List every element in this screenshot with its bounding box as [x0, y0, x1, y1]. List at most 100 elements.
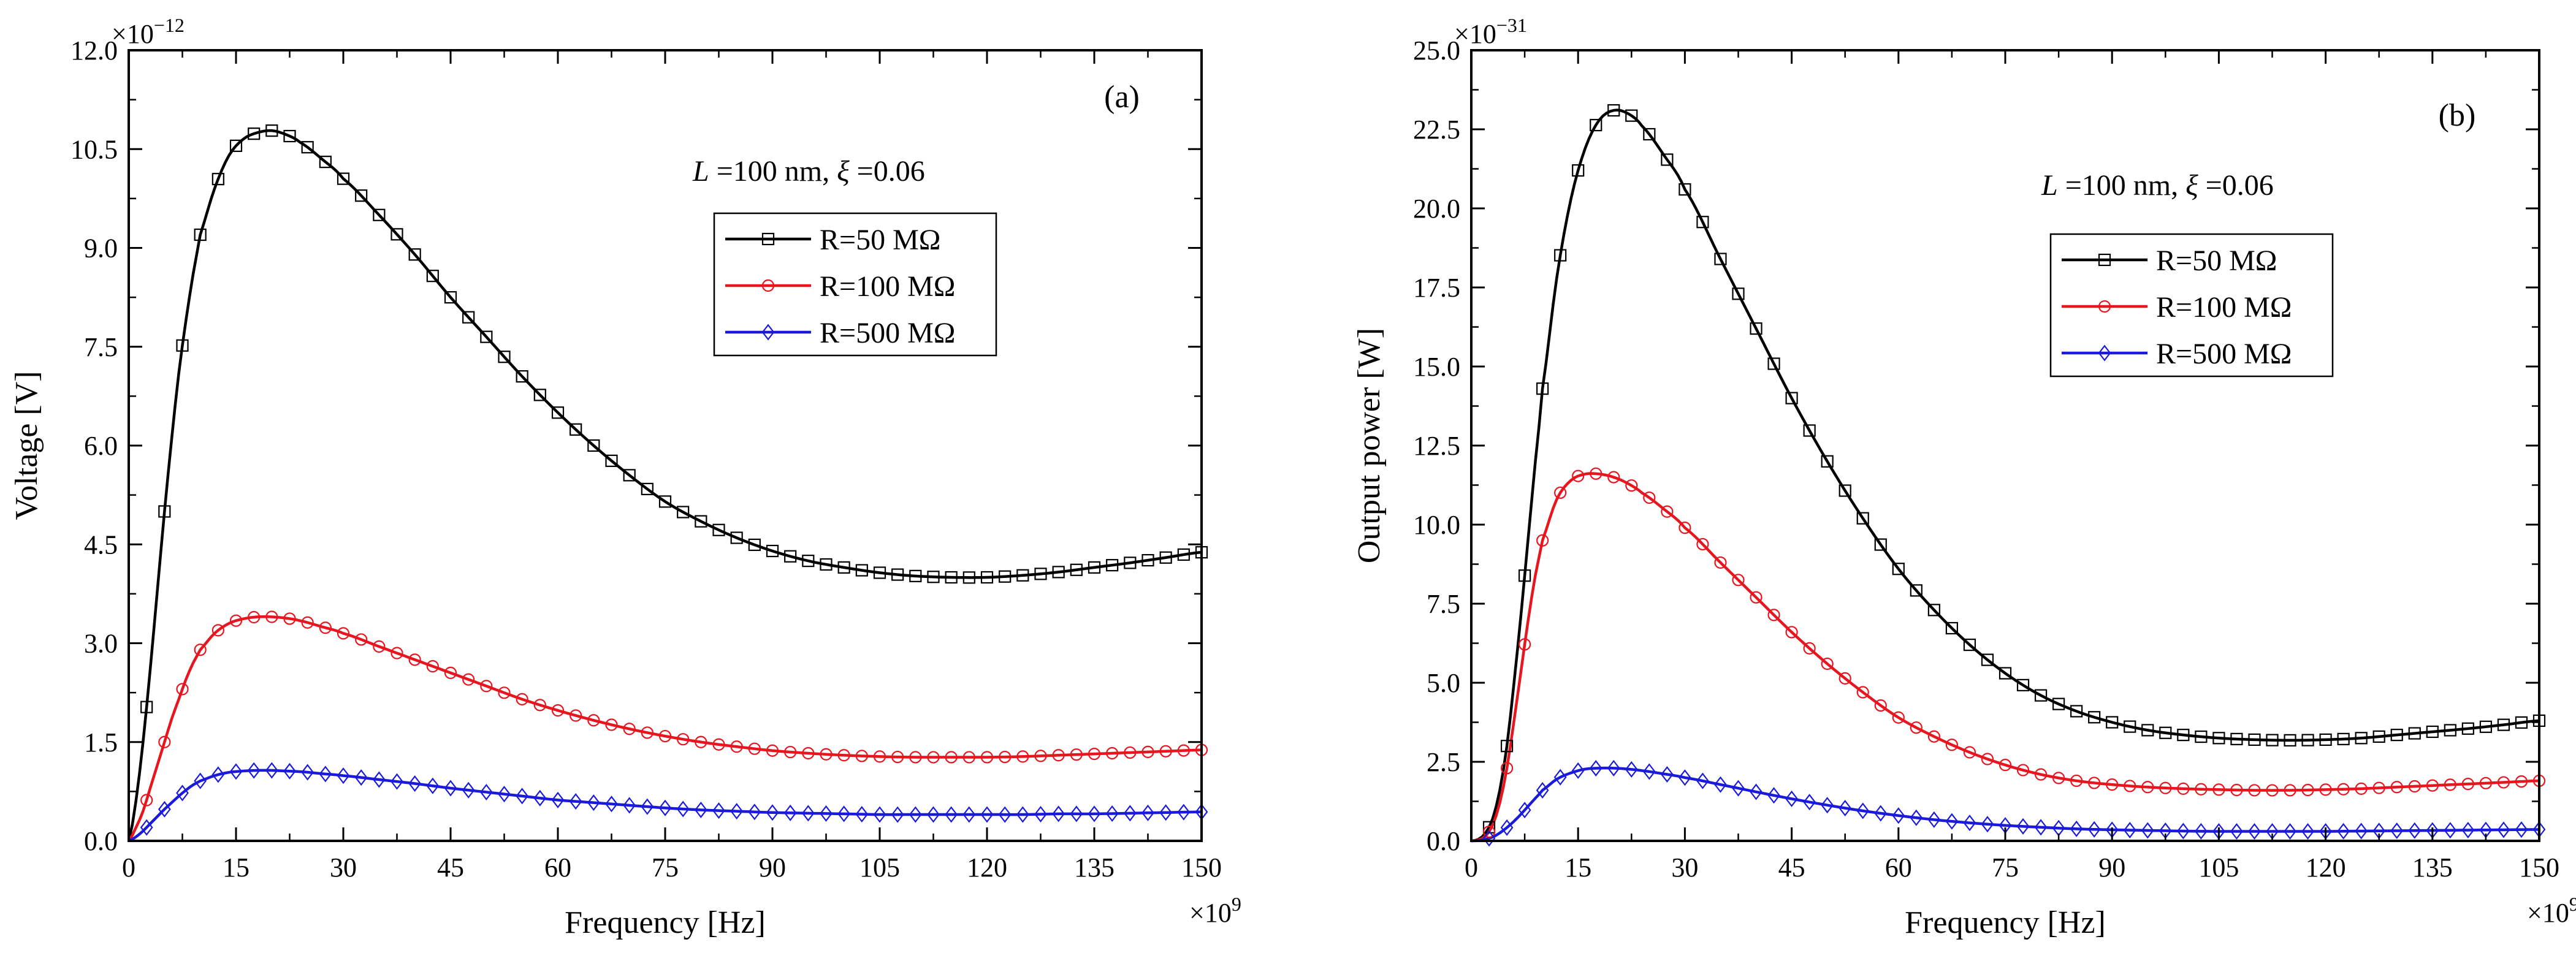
- data-point: [1482, 826, 1496, 838]
- data-point: [712, 523, 725, 536]
- data-point: [2052, 772, 2065, 784]
- data-point: [712, 738, 725, 751]
- data-point: [1016, 569, 1029, 582]
- data-point: [1927, 604, 1940, 617]
- data-point: [1661, 505, 1674, 518]
- data-point: [1141, 804, 1154, 821]
- legend-entry: R=50 MΩ: [725, 224, 940, 256]
- data-point: [2159, 726, 2172, 739]
- data-point: [373, 640, 386, 653]
- data-point: [2479, 777, 2492, 789]
- data-point: [391, 773, 403, 790]
- data-point: [248, 610, 261, 624]
- data-point: [2266, 734, 2279, 746]
- data-point: [2070, 705, 2083, 718]
- data-point: [1750, 783, 1762, 800]
- x-tick-label: 135: [1074, 853, 1115, 883]
- data-point: [498, 686, 511, 699]
- legend-marker: [2098, 300, 2111, 313]
- data-point: [1839, 484, 1851, 497]
- data-point: [229, 763, 243, 780]
- data-point: [462, 311, 475, 324]
- data-point: [1536, 534, 1549, 547]
- data-point: [2301, 734, 2314, 746]
- data-point: [1839, 672, 1851, 685]
- data-point: [355, 633, 368, 646]
- data-point: [2444, 822, 2457, 839]
- data-point: [158, 735, 171, 748]
- data-point: [2248, 733, 2261, 746]
- data-point: [891, 750, 904, 764]
- x-tick-label: 120: [967, 853, 1007, 883]
- plot-frame: [1470, 49, 2540, 842]
- data-point: [605, 454, 618, 467]
- data-point: [1500, 740, 1514, 753]
- data-point: [158, 505, 171, 518]
- data-point: [2372, 781, 2385, 794]
- data-point: [2461, 778, 2474, 791]
- x-tick-label: 30: [1671, 853, 1698, 883]
- data-point: [570, 709, 582, 722]
- data-point: [1679, 522, 1691, 534]
- data-point: [2284, 784, 2296, 797]
- data-point: [1625, 761, 1638, 778]
- data-point: [1572, 469, 1585, 482]
- data-point: [873, 806, 886, 823]
- data-point: [873, 566, 886, 579]
- data-point: [855, 806, 869, 823]
- data-point: [623, 723, 636, 735]
- data-point: [2052, 697, 2065, 710]
- data-point: [2319, 783, 2332, 796]
- data-point: [211, 624, 224, 637]
- data-point: [2177, 782, 2190, 795]
- legend-entry: R=100 MΩ: [725, 270, 955, 303]
- data-point: [2408, 727, 2421, 740]
- data-point: [1696, 772, 1709, 789]
- data-point: [2497, 821, 2510, 838]
- y-tick-label: 25.0: [1413, 36, 1460, 66]
- data-point: [1661, 153, 1674, 166]
- series-lines: [1471, 108, 2540, 843]
- data-point: [355, 189, 368, 202]
- data-point: [1679, 183, 1691, 196]
- data-point: [1088, 805, 1101, 822]
- legend-marker: [761, 279, 775, 292]
- data-point: [2266, 784, 2279, 797]
- data-point: [1607, 759, 1620, 777]
- data-point: [1981, 753, 1994, 765]
- data-point: [677, 733, 690, 746]
- x-tick-label: 90: [759, 853, 786, 883]
- data-point: [980, 751, 994, 764]
- data-point: [444, 291, 457, 304]
- data-point: [694, 801, 707, 818]
- axis-tick-labels: 0 15 30 45 60 75 90 105 120 135 150 0.0 1.5 3.0 4.5 6.0…: [70, 36, 1222, 883]
- data-point: [2408, 780, 2421, 793]
- data-point: [2195, 783, 2208, 796]
- data-point: [229, 139, 243, 152]
- data-point: [658, 729, 672, 743]
- data-point: [695, 515, 707, 528]
- data-point: [570, 423, 582, 436]
- data-point: [766, 544, 779, 558]
- data-point: [1874, 699, 1887, 712]
- legend: R=50 MΩ R=100 MΩ R=500 MΩ: [2049, 233, 2334, 378]
- data-point: [605, 718, 618, 731]
- data-point: [1052, 566, 1065, 579]
- data-point: [1159, 804, 1173, 821]
- data-point: [712, 802, 725, 819]
- data-point: [2390, 781, 2403, 794]
- data-point: [533, 789, 547, 807]
- data-point: [1821, 797, 1834, 814]
- x-axis-title: Frequency [Hz]: [565, 905, 766, 940]
- data-point: [1714, 253, 1727, 265]
- data-point: [1963, 746, 1976, 759]
- data-point: [748, 803, 761, 821]
- data-point: [1124, 556, 1137, 569]
- y-tick-label: 12.0: [70, 36, 118, 66]
- data-point: [1034, 805, 1047, 822]
- data-point: [891, 568, 904, 581]
- data-point: [1123, 805, 1137, 822]
- legend-label: R=50 MΩ: [2156, 245, 2277, 277]
- data-point: [1732, 574, 1745, 587]
- data-point: [1910, 584, 1922, 597]
